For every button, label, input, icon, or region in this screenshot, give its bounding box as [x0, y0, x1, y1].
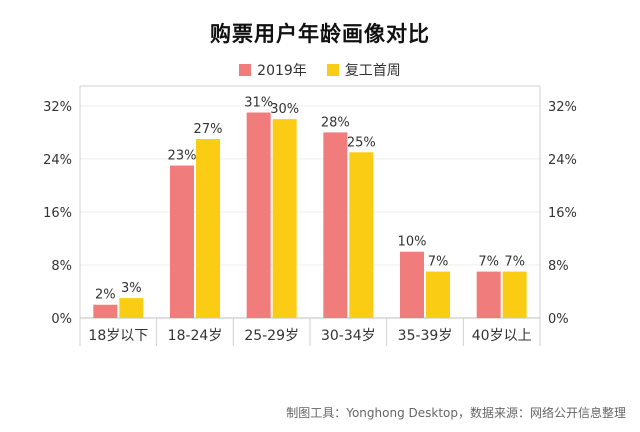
- bar-series-1: [170, 165, 194, 318]
- bar-series-1: [246, 112, 271, 318]
- source-note: 制图工具：Yonghong Desktop，数据来源：网络公开信息整理: [286, 406, 626, 420]
- legend: 2019年 复工首周: [0, 60, 640, 80]
- legend-item-series-1: 2019年: [239, 60, 307, 80]
- chart-title: 购票用户年龄画像对比: [210, 22, 430, 46]
- data-label: 10%: [398, 235, 427, 250]
- x-tick-label: 30-34岁: [321, 328, 376, 344]
- legend-swatch-series-2: [326, 64, 339, 76]
- y-tick-label-left: 24%: [43, 153, 72, 168]
- data-label: 7%: [428, 255, 449, 270]
- y-tick-label-right: 16%: [548, 206, 577, 221]
- legend-swatch-series-1: [239, 64, 252, 76]
- data-label: 27%: [194, 122, 223, 137]
- data-label: 28%: [321, 115, 350, 130]
- bar-series-2: [272, 119, 297, 319]
- data-label: 7%: [504, 255, 525, 270]
- bar-series-2: [196, 139, 220, 318]
- bar-series-2: [349, 152, 374, 318]
- x-tick-label: 18-24岁: [168, 328, 223, 344]
- x-tick-label: 18岁以下: [88, 328, 148, 344]
- legend-label-series-1: 2019年: [257, 63, 307, 79]
- y-tick-label-left: 0%: [51, 312, 72, 327]
- legend-item-series-2: 复工首周: [326, 60, 401, 80]
- bar-series-1: [476, 271, 501, 318]
- bar-series-2: [119, 298, 144, 318]
- data-label: 2%: [95, 288, 116, 303]
- data-label: 23%: [168, 149, 197, 164]
- x-tick-label: 40岁以上: [472, 328, 532, 344]
- bar-series-1: [323, 132, 348, 318]
- y-tick-label-left: 16%: [43, 206, 72, 221]
- data-label: 31%: [244, 96, 273, 111]
- y-tick-label-right: 24%: [548, 153, 577, 168]
- bar-series-2: [426, 271, 450, 318]
- bar-series-2: [502, 271, 527, 318]
- bar-series-1: [400, 251, 424, 318]
- data-label: 3%: [121, 281, 142, 296]
- data-label: 7%: [478, 255, 499, 270]
- data-label: 30%: [270, 102, 299, 117]
- x-tick-label: 25-29岁: [244, 328, 299, 344]
- bar-series-1: [93, 304, 118, 318]
- y-tick-label-right: 32%: [548, 100, 577, 115]
- y-tick-label-left: 32%: [43, 100, 72, 115]
- x-tick-label: 35-39岁: [398, 328, 453, 344]
- y-tick-label-right: 8%: [548, 259, 569, 274]
- legend-label-series-2: 复工首周: [344, 63, 401, 79]
- y-tick-label-left: 8%: [51, 259, 72, 274]
- y-tick-label-right: 0%: [548, 312, 569, 327]
- data-label: 25%: [347, 135, 376, 150]
